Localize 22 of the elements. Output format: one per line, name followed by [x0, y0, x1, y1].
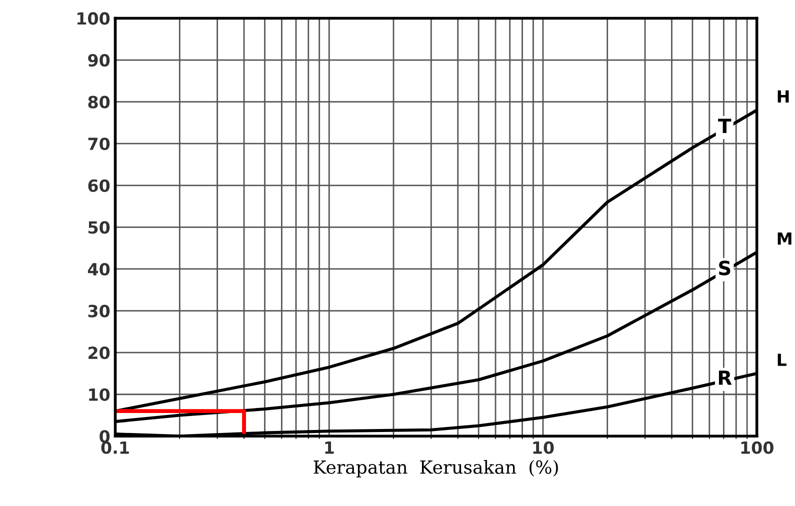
x-tick-label: 0.1: [101, 441, 129, 454]
series-label: H: [778, 90, 789, 103]
series-label: M: [778, 232, 792, 245]
y-tick-label: 90: [88, 54, 110, 67]
annotation: T: [718, 118, 732, 133]
y-tick-label: 60: [88, 179, 110, 192]
y-tick-label: 0: [100, 430, 110, 443]
y-tick-label: 70: [88, 138, 110, 150]
y-tick-label: 80: [88, 96, 110, 108]
y-tick-label: 40: [88, 262, 110, 276]
x-axis-title: Kerapatan Kerusakan (%): [314, 460, 558, 478]
x-tick-label: 100: [741, 441, 774, 454]
x-tick-label: 10: [533, 441, 554, 454]
y-tick-label: 50: [88, 221, 110, 234]
series-label: L: [778, 354, 786, 366]
y-tick-label: 100: [78, 12, 110, 25]
annotation: S: [719, 260, 730, 276]
y-tick-label: 30: [88, 304, 110, 318]
y-tick-label: 10: [89, 388, 110, 401]
annotation: R: [718, 370, 732, 385]
x-tick-label: 1: [325, 442, 334, 454]
y-tick-label: 20: [88, 346, 110, 360]
